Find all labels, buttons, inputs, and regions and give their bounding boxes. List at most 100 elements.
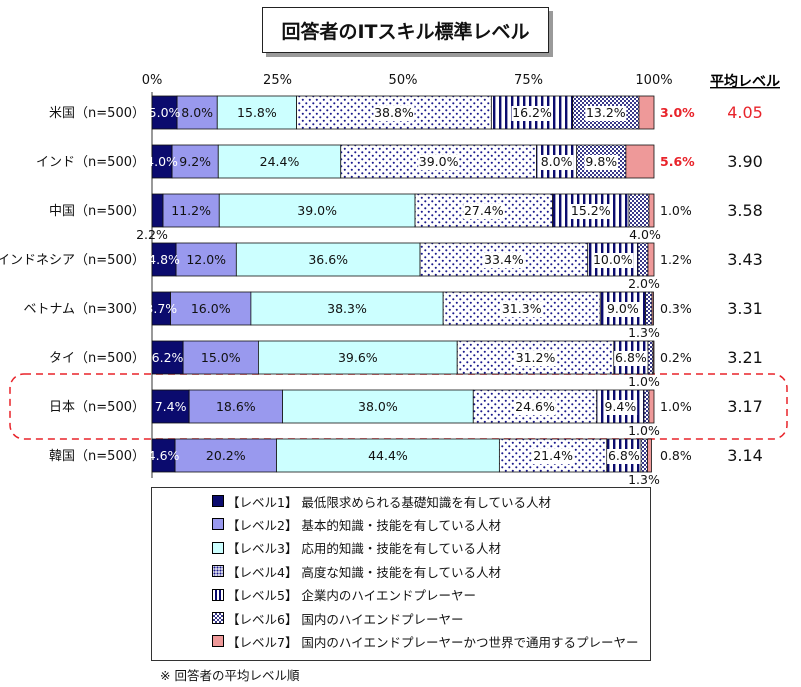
bar-segment-level2: [171, 144, 219, 179]
legend-item-level7: 【レベル7】 国内のハイエンドプレーヤーかつ世界で通用するプレーヤー: [212, 632, 639, 650]
average-value: 3.21: [727, 348, 763, 367]
data-label: 3.7%: [145, 301, 177, 316]
data-label: 10.0%: [593, 252, 633, 267]
data-label: 12.0%: [186, 252, 226, 267]
chart-title: 回答者のITスキル標準レベル: [262, 7, 549, 53]
label-backdrop: [592, 253, 634, 268]
legend-item-level6: 【レベル6】 国内のハイエンドプレーヤー: [212, 609, 464, 627]
stacked-bar-chart: 0% 25% 50% 75% 100% 米国（n=500） 5.0% 8.0% 15.8% 38…: [0, 73, 788, 487]
bar-segment-level7: [648, 389, 655, 424]
label-backdrop: [607, 449, 641, 464]
data-label: 9.8%: [585, 154, 617, 169]
data-label: 36.6%: [308, 252, 348, 267]
category-label: 中国（n=500）: [49, 204, 145, 219]
data-label: 18.6%: [216, 399, 256, 414]
average-value: 3.58: [727, 201, 763, 220]
average-value: 3.90: [727, 152, 763, 171]
label-backdrop: [463, 204, 505, 219]
x-tick-label: 50%: [389, 73, 418, 88]
data-label: 6.2%: [152, 350, 184, 365]
bar-segment-level3: [258, 340, 458, 375]
data-label: 2.0%: [628, 276, 660, 291]
x-tick-label: 25%: [263, 73, 292, 88]
legend-swatch: [212, 588, 224, 601]
category-label: タイ（n=500）: [49, 351, 145, 366]
bar-segment-level2: [174, 438, 277, 473]
data-label: 38.3%: [327, 301, 367, 316]
legend-swatch: [212, 612, 224, 624]
footnote: ※ 回答者の平均レベル順: [160, 668, 300, 683]
data-label: 44.4%: [368, 448, 408, 463]
label-backdrop: [515, 351, 557, 366]
data-label: 9.4%: [604, 399, 636, 414]
label-backdrop: [614, 351, 648, 366]
data-label: 39.0%: [419, 154, 459, 169]
data-label: 8.0%: [541, 154, 573, 169]
data-label: 21.4%: [533, 448, 573, 463]
label-backdrop: [418, 155, 460, 170]
category-label: 韓国（n=500）: [49, 449, 145, 464]
data-label: 8.0%: [181, 105, 213, 120]
bar-segment-level2: [176, 95, 218, 130]
bar-segment-level3: [235, 242, 421, 277]
data-label: 7.4%: [155, 399, 187, 414]
bar-segment-level4: [296, 95, 492, 130]
bar-segment-level3: [218, 193, 416, 228]
data-label: 4.0%: [146, 154, 178, 169]
legend-swatch: [212, 541, 224, 554]
data-label: 1.0%: [660, 399, 692, 414]
label-backdrop: [511, 106, 553, 121]
data-label: 13.2%: [586, 105, 626, 120]
average-value: 4.05: [727, 103, 763, 122]
data-label: 16.0%: [191, 301, 231, 316]
legend-item-level1: 【レベル1】 最低限求められる基礎知識を有している人材: [212, 492, 551, 510]
legend-item-level2: 【レベル2】 基本的知識・技能を有している人材: [212, 515, 501, 533]
data-label: 0.3%: [660, 301, 692, 316]
bar-segment-level3: [250, 291, 444, 326]
data-label: 3.0%: [660, 105, 695, 120]
average-value: 3.14: [727, 446, 763, 465]
label-backdrop: [585, 106, 627, 121]
data-label: 9.2%: [179, 154, 211, 169]
data-label: 1.0%: [628, 423, 660, 438]
bar-segment-level3: [216, 95, 297, 130]
data-label: 15.0%: [201, 350, 241, 365]
bar-segment-level7: [647, 438, 652, 473]
legend-item-level3: 【レベル3】 応用的知識・技能を有している人材: [212, 539, 501, 557]
x-tick-label: 75%: [514, 73, 543, 88]
data-label: 5.0%: [149, 105, 181, 120]
x-tick-label: 100%: [635, 73, 672, 88]
data-label: 2.2%: [136, 227, 168, 242]
data-label: 38.8%: [374, 105, 414, 120]
data-label: 1.3%: [628, 325, 660, 340]
bar-segment-level7: [648, 193, 655, 228]
category-label: インドネシア（n=500）: [0, 253, 145, 268]
label-backdrop: [373, 106, 415, 121]
bar-segment-level7: [647, 242, 655, 277]
category-label: 日本（n=500）: [49, 400, 145, 415]
bar-segment-level7: [651, 291, 654, 326]
bar-segment-level1: [151, 389, 190, 424]
data-label: 6.8%: [608, 448, 640, 463]
legend-label: 【レベル3】 応用的知識・技能を有している人材: [227, 541, 502, 557]
legend-item-level5: 【レベル5】 企業内のハイエンドプレーヤー: [212, 586, 476, 604]
label-backdrop: [584, 155, 619, 170]
label-backdrop: [539, 155, 574, 170]
data-label: 9.0%: [607, 301, 639, 316]
bar-segment-level7: [638, 95, 655, 130]
data-label: 39.6%: [338, 350, 378, 365]
average-level-header: 平均レベル: [710, 73, 780, 90]
legend-swatch: [212, 635, 224, 648]
average-value: 3.31: [727, 299, 763, 318]
bar-segment-level6: [647, 340, 654, 375]
data-label: 16.2%: [512, 105, 552, 120]
data-label: 31.3%: [502, 301, 542, 316]
bar-segment-level1: [151, 193, 164, 228]
data-label: 1.0%: [660, 203, 692, 218]
legend-swatch: [212, 495, 224, 507]
data-label: 20.2%: [206, 448, 246, 463]
bar-segment-level2: [162, 193, 220, 228]
data-label: 27.4%: [464, 203, 504, 218]
legend-swatch: [212, 565, 224, 578]
label-backdrop: [603, 400, 638, 415]
